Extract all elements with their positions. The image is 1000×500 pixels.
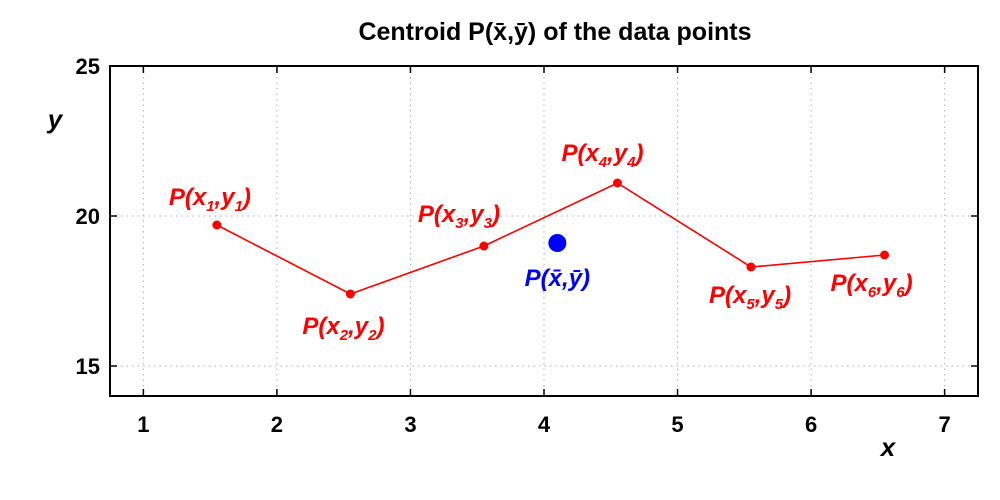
series-line bbox=[216, 182, 885, 295]
x-tick-label: 1 bbox=[137, 412, 149, 437]
y-tick-label: 25 bbox=[76, 54, 100, 79]
centroid: P(x̄,ȳ) bbox=[525, 234, 590, 292]
data-point bbox=[212, 220, 222, 230]
x-tick-label: 6 bbox=[805, 412, 817, 437]
centroid-label: P(x̄,ȳ) bbox=[525, 265, 590, 292]
y-tick-label: 15 bbox=[76, 354, 100, 379]
x-tick-label: 7 bbox=[938, 412, 950, 437]
point-label: P(x6,y6) bbox=[831, 270, 913, 301]
x-tick-label: 5 bbox=[671, 412, 683, 437]
y-tick-label: 20 bbox=[76, 204, 100, 229]
tick-labels: 1 2 3 4 5 6 7 15 20 25 bbox=[76, 54, 951, 437]
data-point bbox=[479, 241, 489, 251]
data-point bbox=[612, 178, 622, 188]
series bbox=[212, 178, 890, 299]
data-point bbox=[880, 250, 890, 260]
x-tick-label: 4 bbox=[538, 412, 551, 437]
grid bbox=[110, 65, 978, 396]
point-label: P(x4,y4) bbox=[561, 140, 643, 171]
y-axis-label: y bbox=[46, 104, 64, 134]
data-point bbox=[746, 262, 756, 272]
x-axis-label: x bbox=[879, 432, 897, 462]
data-point bbox=[345, 289, 355, 299]
ticks bbox=[110, 65, 978, 396]
x-tick-label: 3 bbox=[404, 412, 416, 437]
point-label: P(x3,y3) bbox=[418, 201, 500, 232]
x-tick-label: 2 bbox=[271, 412, 283, 437]
point-label: P(x2,y2) bbox=[302, 313, 384, 344]
point-label: P(x5,y5) bbox=[709, 282, 791, 313]
chart-title: Centroid P(x̄,ȳ) of the data points bbox=[358, 18, 751, 46]
point-label: P(x1,y1) bbox=[169, 184, 251, 215]
centroid-point bbox=[548, 234, 567, 252]
point-labels: P(x1,y1) P(x2,y2) P(x3,y3) P(x4,y4) P(x5,y5)… bbox=[169, 140, 913, 344]
